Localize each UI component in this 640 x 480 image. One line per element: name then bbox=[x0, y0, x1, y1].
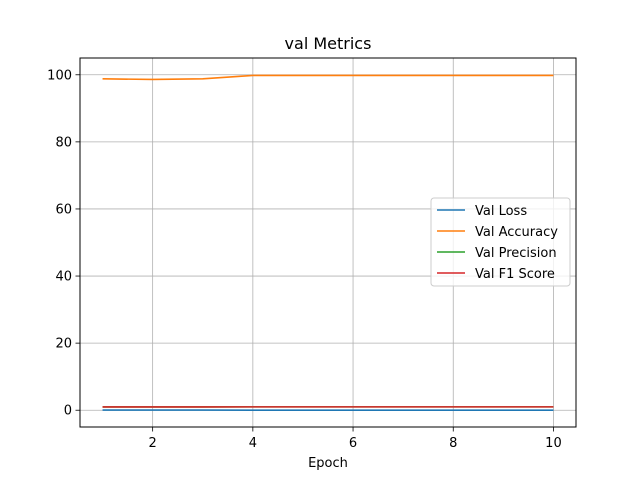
y-axis-ticks: 0 20 40 60 80 100 bbox=[47, 68, 80, 419]
chart-title: val Metrics bbox=[285, 34, 372, 53]
y-tick-label: 0 bbox=[64, 404, 72, 419]
series-lines bbox=[102, 74, 554, 411]
x-axis-label: Epoch bbox=[308, 456, 348, 471]
y-tick-label: 40 bbox=[55, 270, 72, 285]
y-tick-label: 100 bbox=[47, 68, 72, 83]
legend-label: Val Precision bbox=[475, 246, 557, 261]
y-tick-label: 80 bbox=[55, 135, 72, 150]
x-axis-ticks: 2 4 6 8 10 bbox=[149, 427, 562, 451]
legend-frame bbox=[430, 197, 571, 287]
x-tick-label: 10 bbox=[545, 436, 562, 451]
x-tick-label: 2 bbox=[149, 436, 157, 451]
y-tick-label: 20 bbox=[55, 337, 72, 352]
plot-frame bbox=[79, 57, 577, 428]
legend-label: Val Loss bbox=[475, 204, 527, 219]
legend-label: Val F1 Score bbox=[475, 267, 555, 282]
x-tick-label: 6 bbox=[349, 436, 357, 451]
x-tick-label: 8 bbox=[449, 436, 457, 451]
legend-label: Val Accuracy bbox=[475, 225, 558, 240]
x-tick-label: 4 bbox=[249, 436, 257, 451]
y-tick-label: 60 bbox=[55, 202, 72, 217]
legend: Val Loss Val Accuracy Val Precision Val F1 … bbox=[430, 197, 571, 287]
series-line-val-accuracy bbox=[102, 74, 554, 81]
